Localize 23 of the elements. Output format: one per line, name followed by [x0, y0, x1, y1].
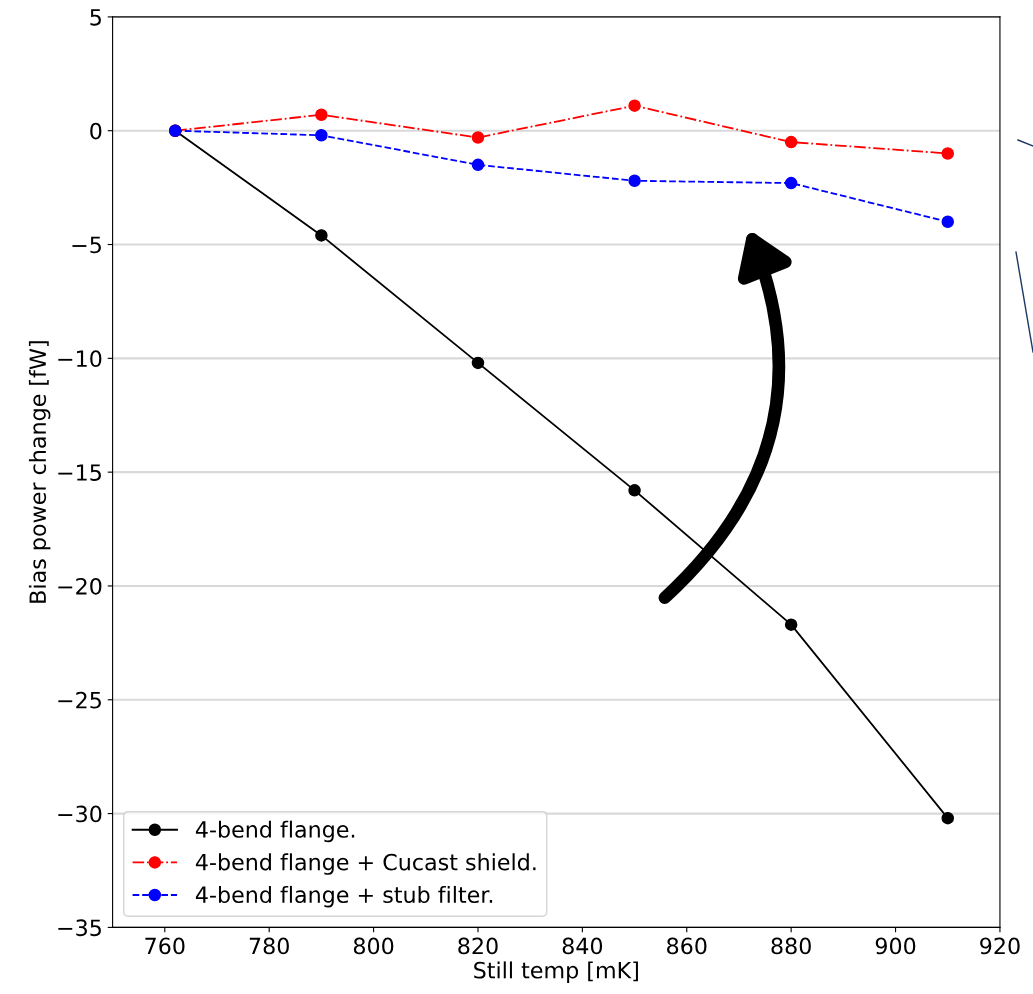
y-tick-label: −5 — [72, 236, 101, 254]
x-tick-label: 840 — [562, 937, 603, 955]
x-tick-label: 780 — [249, 937, 289, 955]
x-tick-label: 760 — [145, 937, 185, 955]
y-tick-label: −25 — [58, 691, 101, 709]
x-tick-label: 900 — [875, 937, 916, 955]
y-tick-label: −10 — [58, 350, 102, 368]
x-tick-label: 880 — [771, 937, 811, 955]
x-tick-label: 860 — [667, 937, 707, 955]
y-tick-label: 0 — [90, 122, 102, 140]
legend-label: 4-bend flange. — [195, 820, 355, 843]
x-tick-label: 800 — [353, 937, 394, 955]
legend-label: 4-bend flange + stub filter. — [195, 885, 493, 908]
y-tick-label: −30 — [58, 805, 102, 823]
x-tick-label: 820 — [458, 937, 498, 955]
y-axis-title: Bias power change [fW] — [28, 341, 51, 603]
legend-label: 4-bend flange + Cucast shield. — [195, 853, 536, 875]
y-tick-label: 5 — [90, 9, 101, 26]
x-axis-title: Still temp [mK] — [474, 961, 638, 983]
y-tick-label: −15 — [58, 464, 101, 481]
y-tick-label: −20 — [58, 577, 102, 595]
y-tick-label: −35 — [58, 919, 101, 937]
x-tick-label: 920 — [980, 937, 1020, 955]
